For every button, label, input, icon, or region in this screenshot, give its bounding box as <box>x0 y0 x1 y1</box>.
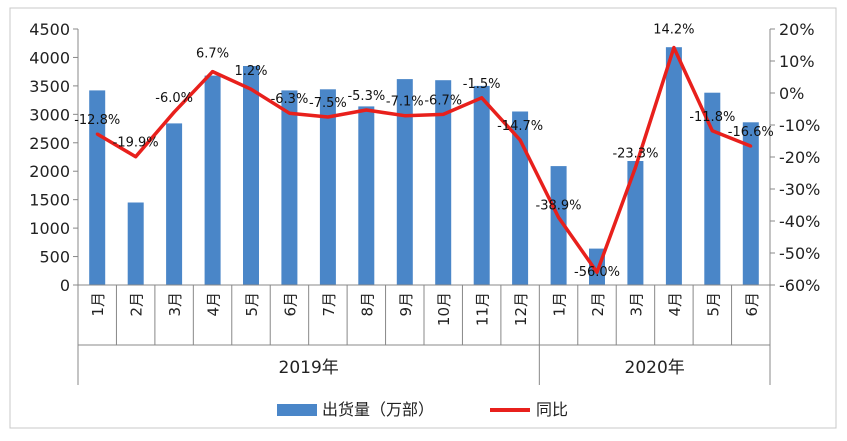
yoy-label-4: 1.2% <box>234 64 267 79</box>
yoy-line <box>96 45 752 274</box>
year-label-1: 2020年 <box>625 358 685 378</box>
yoy-point-1 <box>134 155 138 159</box>
bar-15 <box>665 47 682 286</box>
bar-5 <box>281 90 298 286</box>
yoy-point-17 <box>749 144 753 148</box>
yoy-point-3 <box>211 70 215 74</box>
category-label-12: 1月 <box>551 292 569 317</box>
bar-7 <box>358 106 375 286</box>
left-tick-label-9: 4500 <box>29 20 70 39</box>
right-tick-label-5: -10% <box>779 116 820 135</box>
category-label-15: 4月 <box>666 292 684 317</box>
category-label-6: 7月 <box>320 292 338 317</box>
yoy-point-16 <box>710 129 714 133</box>
left-tick-label-2: 1000 <box>29 219 70 238</box>
yoy-label-3: 6.7% <box>196 47 229 62</box>
category-label-7: 8月 <box>358 292 376 317</box>
yoy-label-5: -6.3% <box>271 92 309 107</box>
yoy-label-10: -1.5% <box>463 77 501 92</box>
category-label-13: 2月 <box>589 292 607 317</box>
bar-11 <box>512 111 529 285</box>
yoy-label-12: -38.9% <box>536 198 582 213</box>
yoy-point-13 <box>595 270 599 274</box>
left-tick-label-4: 2000 <box>29 162 70 181</box>
bar-17 <box>742 122 759 285</box>
yoy-label-0: -12.8% <box>74 113 120 128</box>
right-tick-label-8: 20% <box>779 20 815 39</box>
bar-6 <box>319 89 336 285</box>
yoy-label-15: 14.2% <box>653 23 694 38</box>
category-label-14: 3月 <box>627 292 645 317</box>
category-label-10: 11月 <box>474 292 492 326</box>
category-label-3: 4月 <box>205 292 223 317</box>
yoy-point-10 <box>480 96 484 100</box>
yoy-label-17: -16.6% <box>728 125 774 140</box>
left-tick-label-6: 3000 <box>29 105 70 124</box>
bar-2 <box>166 123 183 286</box>
category-label-17: 6月 <box>743 292 761 317</box>
bar-4 <box>243 66 259 285</box>
yoy-point-4 <box>249 87 253 91</box>
yoy-label-1: -19.9% <box>113 136 159 151</box>
category-label-0: 1月 <box>89 292 107 317</box>
category-label-11: 12月 <box>512 292 530 326</box>
yoy-label-8: -7.1% <box>386 95 424 110</box>
left-tick-label-8: 4000 <box>29 48 70 67</box>
category-label-16: 5月 <box>704 292 722 317</box>
right-tick-label-0: -60% <box>779 276 820 295</box>
yoy-point-0 <box>95 132 99 136</box>
yoy-point-9 <box>441 112 445 116</box>
yoy-point-8 <box>403 114 407 118</box>
left-tick-label-0: 0 <box>60 276 70 295</box>
yoy-label-2: -6.0% <box>155 91 193 106</box>
legend-bar-swatch <box>277 404 317 416</box>
yoy-point-5 <box>287 111 291 115</box>
bar-14 <box>627 161 644 285</box>
yoy-point-15 <box>672 46 676 50</box>
bar-3 <box>204 75 221 285</box>
yoy-point-7 <box>364 108 368 112</box>
bar-1 <box>127 202 144 285</box>
left-tick-label-3: 1500 <box>29 191 70 210</box>
left-tick-label-5: 2500 <box>29 134 70 153</box>
left-tick-label-1: 500 <box>39 248 70 267</box>
yoy-label-16: -11.8% <box>689 110 735 125</box>
year-label-0: 2019年 <box>279 358 339 378</box>
right-tick-label-6: 0% <box>779 84 804 103</box>
yoy-label-13: -56.0% <box>574 265 620 280</box>
yoy-point-2 <box>172 110 176 114</box>
category-label-5: 6月 <box>281 292 299 317</box>
legend-line-label: 同比 <box>536 400 568 419</box>
yoy-point-14 <box>633 166 637 170</box>
legend-bar-label: 出货量（万部） <box>322 400 434 419</box>
yoy-point-6 <box>326 115 330 119</box>
chart-frame <box>9 7 837 429</box>
bar-16 <box>704 92 721 285</box>
yoy-point-11 <box>518 138 522 142</box>
yoy-point-12 <box>557 215 561 219</box>
yoy-label-11: -14.7% <box>497 119 543 134</box>
right-tick-label-3: -30% <box>779 180 820 199</box>
right-tick-label-4: -20% <box>779 148 820 167</box>
bar-10 <box>473 85 490 286</box>
right-tick-label-7: 10% <box>779 52 815 71</box>
category-label-1: 2月 <box>128 292 146 317</box>
right-tick-label-1: -50% <box>779 244 820 263</box>
yoy-label-9: -6.7% <box>424 93 462 108</box>
category-label-4: 5月 <box>243 292 261 317</box>
category-label-8: 9月 <box>397 292 415 317</box>
bar-9 <box>435 80 452 285</box>
bar-8 <box>396 79 413 285</box>
right-tick-label-2: -40% <box>779 212 820 231</box>
category-label-2: 3月 <box>166 292 184 317</box>
yoy-label-14: -23.3% <box>612 147 658 162</box>
left-tick-label-7: 3500 <box>29 77 70 96</box>
yoy-label-6: -7.5% <box>309 96 347 111</box>
bar-0 <box>89 90 106 286</box>
bar-12 <box>550 166 567 285</box>
category-label-9: 10月 <box>435 292 453 326</box>
yoy-label-7: -5.3% <box>347 89 385 104</box>
